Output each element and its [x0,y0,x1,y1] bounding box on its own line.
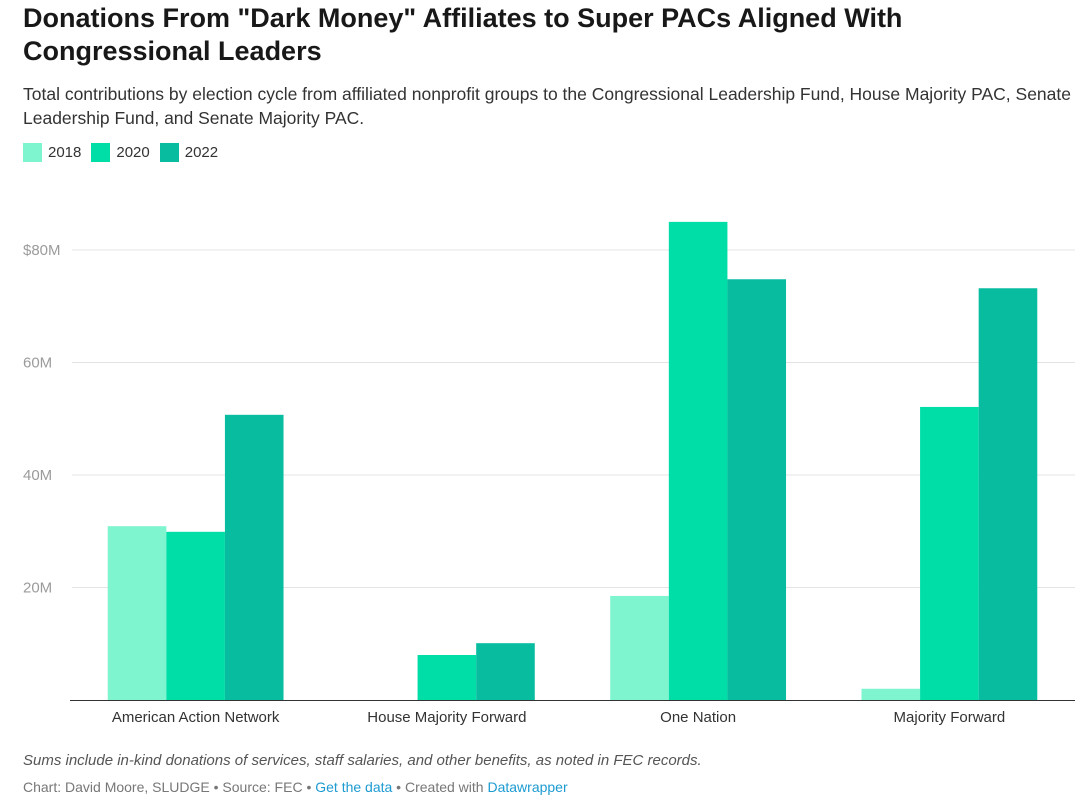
x-tick-label: American Action Network [112,709,280,726]
footer-separator: • Created with [392,779,488,795]
x-tick-label: House Majority Forward [367,709,526,726]
bar-2022 [727,279,787,700]
get-data-link[interactable]: Get the data [315,779,393,795]
y-tick-label: $80M [23,242,61,259]
chart-note: Sums include in-kind donations of servic… [23,752,702,769]
bar-2022 [224,414,284,700]
legend-swatch [159,143,179,162]
bar-2018 [107,526,167,700]
bar-2018 [610,595,669,700]
x-tick-label: Majority Forward [894,709,1006,726]
datawrapper-link[interactable]: Datawrapper [487,779,568,795]
y-tick-label: 20M [23,580,52,597]
bar-2022 [476,643,535,700]
legend-swatch [91,143,111,162]
chart-footer: Chart: David Moore, SLUDGE • Source: FEC… [23,779,568,795]
x-tick-label: One Nation [660,709,736,726]
chart-title: Donations From "Dark Money" Affiliates t… [23,3,903,66]
y-tick-label: 40M [23,467,52,484]
legend-label: 2022 [184,144,219,161]
legend: 2018 2020 2022 [23,143,218,162]
legend-item-2022: 2022 [159,143,219,162]
bar-2018 [861,688,921,700]
bar-2020 [417,655,477,700]
legend-label: 2020 [116,144,150,161]
bar-2022 [978,288,1038,700]
y-tick-label: 60M [23,355,52,372]
bar-2020 [166,531,225,700]
legend-swatch [23,143,42,162]
legend-item-2020: 2020 [91,143,150,162]
chart-subtitle: Total contributions by election cycle fr… [23,84,1071,128]
bar-2020 [668,221,728,700]
bar-2020 [920,406,979,700]
credit-text: Chart: David Moore, SLUDGE • Source: FEC… [23,779,316,795]
legend-label: 2018 [48,144,82,161]
legend-item-2018: 2018 [23,143,81,162]
